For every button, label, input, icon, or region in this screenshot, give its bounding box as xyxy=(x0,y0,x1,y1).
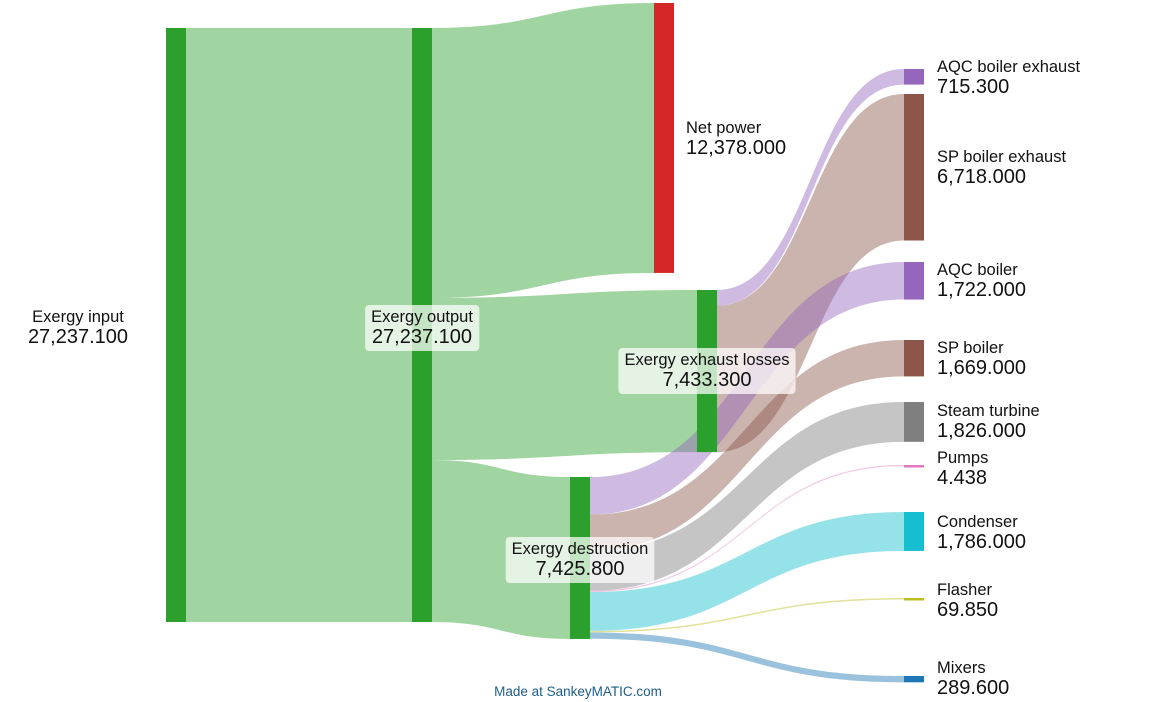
flow-input-to-output[interactable] xyxy=(186,28,412,622)
label-name-mix: Mixers xyxy=(937,659,986,677)
label-name-flash: Flasher xyxy=(937,581,993,599)
label-value-aqc: 1,722.000 xyxy=(937,279,1026,301)
label-name-sp: SP boiler xyxy=(937,339,1004,357)
label-bg-output xyxy=(365,305,480,351)
node-input[interactable] xyxy=(166,28,186,622)
node-mix[interactable] xyxy=(904,676,924,683)
label-value-output: 27,237.100 xyxy=(372,326,472,348)
node-spe[interactable] xyxy=(904,94,924,241)
label-name-input: Exergy input xyxy=(32,308,124,326)
flow-des-to-st[interactable] xyxy=(590,402,904,591)
flow-des-to-mix[interactable] xyxy=(590,632,904,683)
node-flash[interactable] xyxy=(904,598,924,601)
label-value-mix: 289.600 xyxy=(937,677,1009,699)
label-value-st: 1,826.000 xyxy=(937,420,1026,442)
label-name-st: Steam turbine xyxy=(937,402,1040,420)
flow-des-to-cond[interactable] xyxy=(590,512,904,631)
label-name-pumps: Pumps xyxy=(937,449,988,467)
label-bg-exh xyxy=(618,348,796,394)
label-name-aqc: AQC boiler xyxy=(937,261,1018,279)
node-net[interactable] xyxy=(654,3,674,273)
label-name-aqce: AQC boiler exhaust xyxy=(937,58,1080,76)
flow-output-to-exh[interactable] xyxy=(432,290,697,461)
label-name-exh: Exergy exhaust losses xyxy=(624,351,789,369)
flow-des-to-sp[interactable] xyxy=(590,340,904,551)
label-value-flash: 69.850 xyxy=(937,599,998,621)
label-value-exh: 7,433.300 xyxy=(663,369,752,391)
flow-des-to-pumps[interactable] xyxy=(590,465,904,592)
flow-des-to-flash[interactable] xyxy=(590,598,904,633)
label-value-aqce: 715.300 xyxy=(937,76,1009,98)
label-bg-net xyxy=(680,116,793,162)
node-aqc[interactable] xyxy=(904,262,924,300)
label-name-spe: SP boiler exhaust xyxy=(937,148,1066,166)
node-sp[interactable] xyxy=(904,340,924,377)
flow-exh-to-aqce[interactable] xyxy=(717,69,904,306)
label-value-spe: 6,718.000 xyxy=(937,166,1026,188)
node-aqce[interactable] xyxy=(904,69,924,85)
label-bg-des xyxy=(505,537,655,583)
label-value-cond: 1,786.000 xyxy=(937,531,1026,553)
flow-output-to-des[interactable] xyxy=(432,460,570,639)
label-value-des: 7,425.800 xyxy=(536,558,625,580)
label-value-input: 27,237.100 xyxy=(28,326,128,348)
credit-text[interactable]: Made at SankeyMATIC.com xyxy=(494,684,662,699)
node-cond[interactable] xyxy=(904,512,924,551)
label-name-output: Exergy output xyxy=(371,308,473,326)
label-name-des: Exergy destruction xyxy=(512,540,649,558)
label-value-net: 12,378.000 xyxy=(686,137,786,159)
node-st[interactable] xyxy=(904,402,924,442)
node-pumps[interactable] xyxy=(904,465,924,468)
flow-output-to-net[interactable] xyxy=(432,3,654,298)
flow-layer xyxy=(186,3,904,683)
label-value-sp: 1,669.000 xyxy=(937,357,1026,379)
label-name-cond: Condenser xyxy=(937,513,1018,531)
label-name-net: Net power xyxy=(686,119,762,137)
label-value-pumps: 4.438 xyxy=(937,467,987,489)
